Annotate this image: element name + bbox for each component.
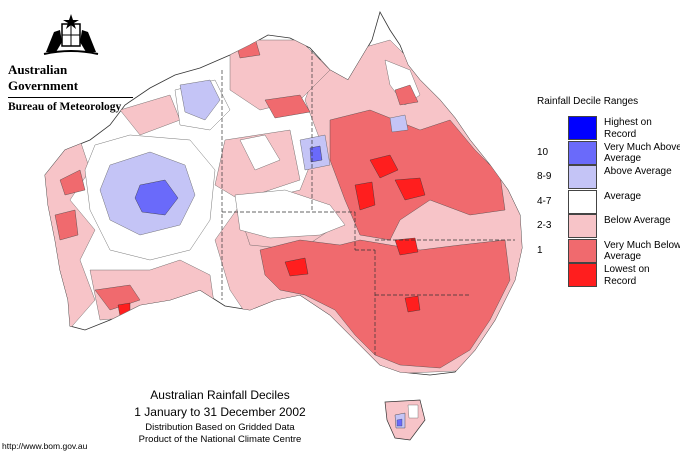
map-title: Australian Rainfall Deciles bbox=[150, 388, 290, 402]
legend-item: Lowest on Record bbox=[537, 263, 677, 287]
legend-label: Highest on Record bbox=[604, 117, 652, 140]
legend-swatch bbox=[568, 140, 597, 165]
legend-swatch bbox=[568, 238, 597, 263]
legend-swatch bbox=[568, 116, 597, 140]
legend-title: Rainfall Decile Ranges bbox=[537, 96, 639, 107]
branding-divider bbox=[8, 97, 133, 98]
government-branding: Australian Government Bureau of Meteorol… bbox=[8, 12, 133, 113]
coat-of-arms-icon bbox=[43, 14, 98, 55]
legend-range: 8-9 bbox=[537, 171, 552, 182]
legend-item: 10 Very Much Above Average bbox=[537, 140, 680, 165]
legend-swatch bbox=[568, 214, 597, 238]
legend-label: Below Average bbox=[604, 215, 671, 226]
very-much-above-average-zones bbox=[134, 145, 323, 216]
government-name: Australian Government bbox=[8, 62, 79, 93]
map-subtitle-2: Product of the National Climate Centre bbox=[138, 434, 302, 445]
legend-item: 2-3 Below Average bbox=[537, 214, 677, 238]
bureau-name: Bureau of Meteorology bbox=[8, 101, 122, 113]
tasmania bbox=[384, 399, 426, 441]
map-period: 1 January to 31 December 2002 bbox=[134, 405, 306, 419]
state-borders bbox=[221, 50, 515, 355]
legend-label: Very Much Above Average bbox=[604, 141, 680, 165]
map-subtitle-1: Distribution Based on Gridded Data bbox=[145, 422, 295, 433]
legend-label: Very Much Below Average bbox=[604, 239, 680, 263]
legend-item: Highest on Record bbox=[537, 116, 677, 140]
legend-item: 4-7 Average bbox=[537, 189, 677, 214]
legend-label: Average bbox=[604, 190, 642, 202]
legend-range: 4-7 bbox=[537, 195, 552, 207]
legend-label: Above Average bbox=[604, 166, 672, 177]
very-much-below-average-zones bbox=[54, 37, 511, 369]
legend-range: 10 bbox=[537, 146, 549, 158]
legend-swatch bbox=[568, 165, 597, 189]
legend-range: 2-3 bbox=[537, 220, 552, 231]
source-url[interactable]: http://www.bom.gov.au bbox=[2, 441, 88, 451]
legend-label: Lowest on Record bbox=[604, 264, 650, 287]
legend-range: 1 bbox=[537, 244, 543, 256]
legend-swatch bbox=[568, 189, 597, 214]
legend-item: 8-9 Above Average bbox=[537, 165, 677, 189]
legend-item: 1 Very Much Below Average bbox=[537, 238, 680, 263]
lowest-on-record-zones bbox=[117, 154, 426, 317]
legend-swatch bbox=[568, 263, 597, 287]
